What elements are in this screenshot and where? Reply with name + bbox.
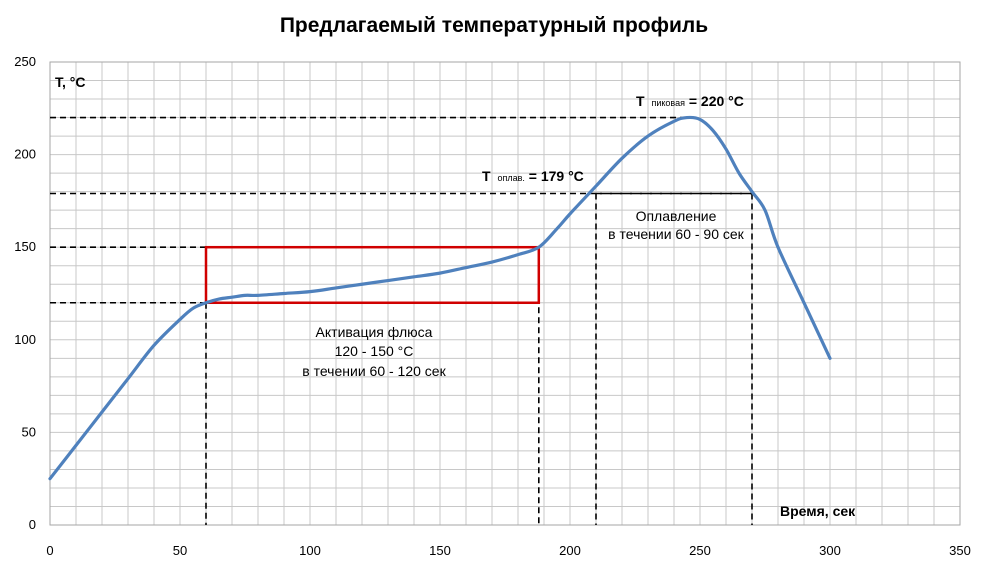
peak-t-symbol: T: [636, 93, 645, 109]
peak-temperature-label: T пиковая = 220 °C: [636, 93, 744, 109]
peak-t-subscript: пиковая: [651, 98, 685, 108]
activation-zone-range: 120 - 150 °C: [335, 343, 414, 359]
x-tick-label: 350: [949, 543, 971, 558]
activation-zone: [204, 245, 541, 305]
reflow-zone-title: Оплавление: [636, 208, 717, 224]
x-tick-label: 50: [173, 543, 187, 558]
grid: [49, 61, 961, 526]
annotations: T, °C Время, сек T пиковая = 220 °C T оп…: [55, 74, 856, 519]
reflow-temperature-label: T оплав. = 179 °C: [482, 168, 584, 184]
x-tick-label: 100: [299, 543, 321, 558]
y-tick-label: 250: [14, 54, 36, 69]
reflow-t-subscript: оплав.: [497, 173, 524, 183]
x-tick-label: 250: [689, 543, 711, 558]
y-tick-label: 100: [14, 332, 36, 347]
y-tick-label: 150: [14, 239, 36, 254]
plot-border: [49, 61, 961, 526]
reflow-zone-duration: в течении 60 - 90 сек: [608, 226, 745, 242]
peak-t-value: = 220 °C: [689, 93, 744, 109]
reflow-t-symbol: T: [482, 168, 491, 184]
x-axis-label: Время, сек: [780, 503, 856, 519]
x-tick-label: 300: [819, 543, 841, 558]
activation-zone-box: [204, 245, 541, 305]
y-tick-label: 50: [22, 424, 36, 439]
x-tick-label: 150: [429, 543, 451, 558]
x-tick-label: 200: [559, 543, 581, 558]
series-layer: [48, 115, 832, 481]
y-axis-label: T, °C: [55, 74, 86, 90]
temperature-series-line: [48, 115, 832, 481]
y-tick-label: 200: [14, 147, 36, 162]
y-tick-label: 0: [29, 517, 36, 532]
x-tick-label: 0: [46, 543, 53, 558]
axes: 0 50 100 150 200 250 300 350 0 50 100 150 200 250: [14, 54, 971, 558]
reflow-t-value: = 179 °C: [529, 168, 584, 184]
chart-title: Предлагаемый температурный профиль: [279, 14, 709, 37]
activation-zone-title: Активация флюса: [316, 324, 433, 340]
activation-zone-duration: в течении 60 - 120 сек: [302, 363, 446, 379]
